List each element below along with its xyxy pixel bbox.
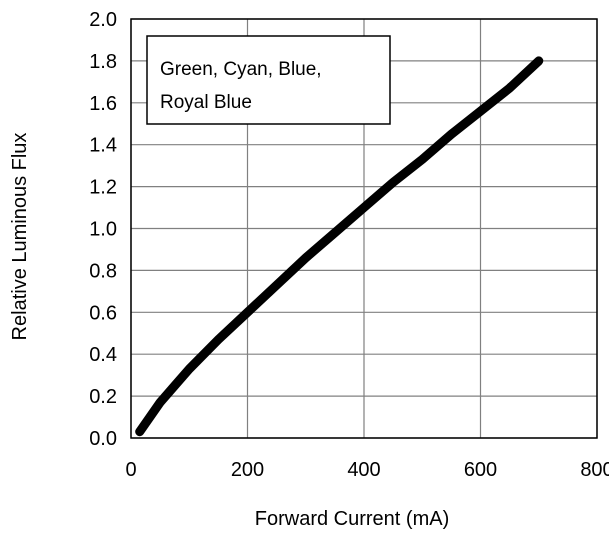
data-point [334,232,336,234]
y-tick-label: 1.4 [89,135,117,157]
data-point [305,257,307,259]
x-tick-label: 400 [347,459,380,481]
y-tick-label: 2.0 [89,9,117,31]
y-tick-label: 0.6 [89,302,117,324]
plot-frame [130,18,598,439]
x-tick-label: 200 [231,459,264,481]
data-point [247,311,248,313]
data-point [421,158,423,160]
y-tick-label: 1.8 [89,51,117,73]
y-tick-label: 1.2 [89,177,117,199]
data-point [276,284,278,286]
data-point [538,60,540,62]
x-axis-label: Forward Current (mA) [255,508,449,530]
legend: Green, Cyan, Blue, Royal Blue [146,35,391,125]
data-point [188,368,190,370]
y-tick-label: 0.0 [89,428,117,450]
y-tick-label: 0.4 [89,344,117,366]
legend-text-line-2: Royal Blue [160,92,252,113]
data-point [392,181,394,183]
data-point [139,431,141,433]
data-point [509,87,511,89]
data-point [450,133,452,135]
y-tick-label: 1.6 [89,93,117,115]
x-tick-label: 0 [125,459,136,481]
y-axis-label: Relative Luminous Flux [9,133,31,341]
tick-labels: 0.0 0.2 0.4 0.6 0.8 1.0 1.2 1.4 1.6 1.8 2.0 0 200 400… [89,9,609,481]
data-point [363,207,365,209]
y-tick-label: 0.8 [89,260,117,282]
data-point [480,110,481,112]
y-tick-label: 0.2 [89,386,117,408]
series-lines [135,56,544,437]
legend-text-line-1: Green, Cyan, Blue, [160,59,322,80]
data-point [217,339,219,341]
data-point [159,401,161,403]
y-tick-label: 1.0 [89,219,117,241]
x-tick-label: 600 [464,459,497,481]
legend-box [146,35,391,125]
x-tick-label: 800 [580,459,609,481]
